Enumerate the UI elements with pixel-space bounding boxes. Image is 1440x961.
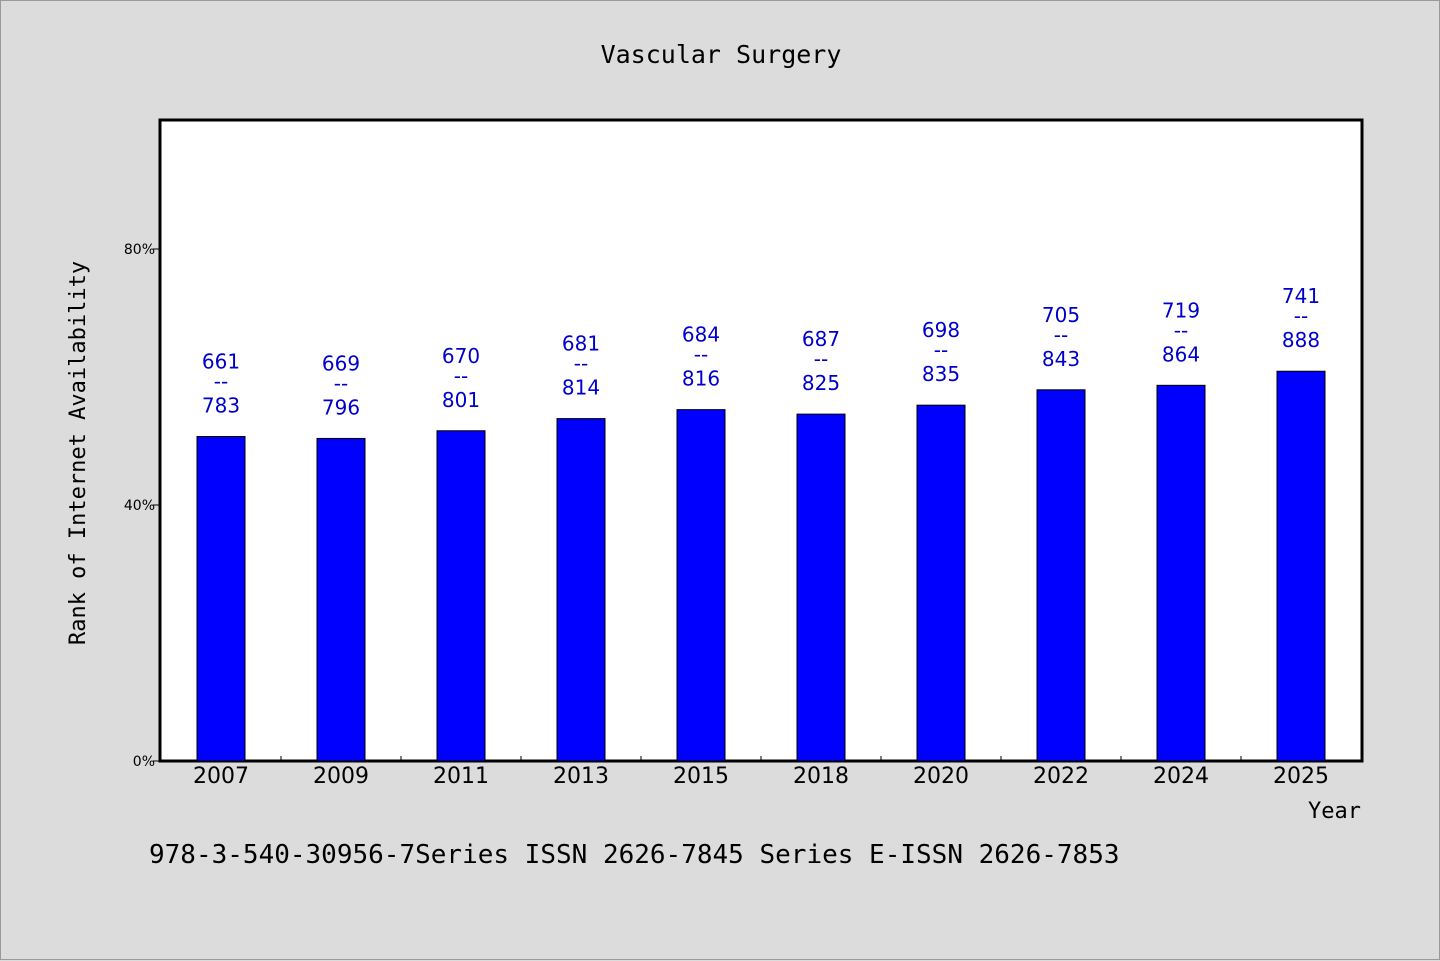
y-axis-label: Rank of Internet Availability	[66, 261, 91, 645]
bar-label-separator: --	[454, 364, 468, 388]
x-tick-label: 2025	[1273, 764, 1329, 789]
y-axis: 0% 40% 80%	[124, 242, 161, 770]
y-tick-label: 40%	[124, 498, 155, 514]
bar-label-top: 741	[1282, 284, 1320, 308]
bar-label-bottom: 864	[1162, 342, 1200, 366]
bar-label-separator: --	[1174, 318, 1188, 342]
bar-label-separator: --	[1054, 323, 1068, 347]
bar-label-top: 681	[562, 332, 600, 356]
bars	[196, 370, 1326, 762]
bar-label-top: 670	[442, 344, 480, 368]
bar	[316, 437, 366, 762]
bar-label-separator: --	[574, 352, 588, 376]
bar-label-separator: --	[214, 370, 228, 394]
bar	[916, 404, 966, 762]
chart-title: Vascular Surgery	[601, 40, 842, 69]
bar-label-bottom: 843	[1042, 347, 1080, 371]
bar-label-top: 719	[1162, 298, 1200, 322]
y-tick-label: 80%	[124, 242, 155, 258]
bar	[1036, 389, 1086, 762]
bar	[1276, 370, 1326, 762]
bar-label-bottom: 888	[1282, 328, 1320, 352]
bar-label-bottom: 835	[922, 362, 960, 386]
bar-label-top: 687	[802, 327, 840, 351]
bar-label-top: 661	[202, 350, 240, 374]
x-axis-label: Year	[1308, 799, 1361, 824]
bar-label-top: 684	[682, 323, 720, 347]
bar	[676, 409, 726, 762]
bar-label-separator: --	[334, 371, 348, 395]
bar-label-separator: --	[814, 347, 828, 371]
bar-label-separator: --	[694, 343, 708, 367]
bar	[196, 436, 246, 762]
bar-label-bottom: 783	[202, 394, 240, 418]
bar-label-top: 669	[322, 351, 360, 375]
x-tick-label: 2018	[793, 764, 849, 789]
bar-labels: 661--783669--796670--801681--814684--816…	[202, 284, 1320, 419]
x-axis: 2007 2009 2011 2013 2015 2018 2020 2022 2024 2025	[193, 756, 1329, 789]
bar-label-top: 705	[1042, 303, 1080, 327]
bar	[556, 418, 606, 762]
bar-label-bottom: 814	[562, 376, 600, 400]
x-tick-label: 2013	[553, 764, 609, 789]
x-tick-label: 2022	[1033, 764, 1089, 789]
bar	[436, 430, 486, 762]
x-tick-label: 2020	[913, 764, 969, 789]
bar	[1156, 384, 1206, 762]
x-tick-label: 2011	[433, 764, 489, 789]
bar-label-separator: --	[934, 338, 948, 362]
footer-isbn: 978-3-540-30956-7Series ISSN 2626-7845 S…	[149, 840, 1120, 870]
bar-label-separator: --	[1294, 304, 1308, 328]
bar-label-bottom: 801	[442, 388, 480, 412]
bar-label-bottom: 796	[322, 395, 360, 419]
x-tick-label: 2009	[313, 764, 369, 789]
x-tick-label: 2024	[1153, 764, 1209, 789]
bar	[796, 413, 846, 762]
bar-label-bottom: 816	[682, 367, 720, 391]
x-tick-label: 2015	[673, 764, 729, 789]
bar-label-top: 698	[922, 318, 960, 342]
bar-label-bottom: 825	[802, 371, 840, 395]
y-tick-label: 0%	[133, 754, 155, 770]
x-tick-label: 2007	[193, 764, 249, 789]
